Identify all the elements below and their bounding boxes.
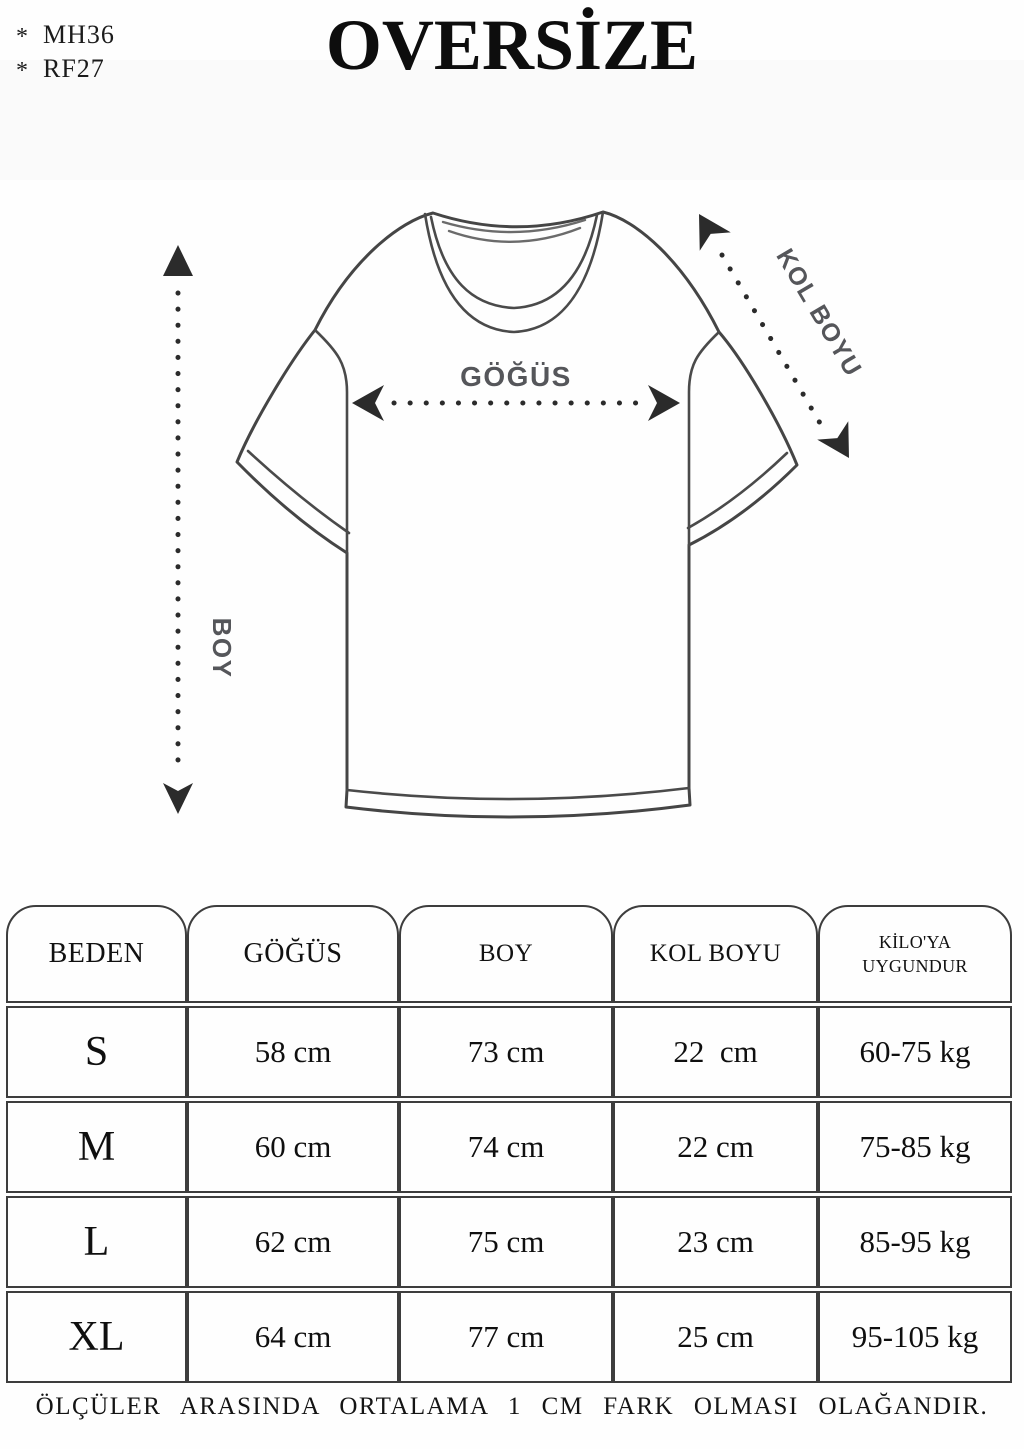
column-header-beden: BEDEN (6, 905, 187, 1003)
chest-value-cell: 60 cm (187, 1101, 399, 1193)
length-value-cell: 77 cm (399, 1291, 613, 1383)
column-header-gogus: GÖĞÜS (187, 905, 399, 1003)
tshirt-measurement-diagram: GÖĞÜS BOY KOL BOYU (163, 210, 867, 819)
arrow-down-right-icon (817, 421, 849, 458)
page-title: OVERSİZE (325, 5, 699, 85)
length-value-cell: 75 cm (399, 1196, 613, 1288)
sleeve-value-cell: 23 cm (613, 1196, 818, 1288)
measurement-note: ÖLÇÜLER ARASINDA ORTALAMA 1 CM FARK OLMA… (35, 1393, 989, 1420)
asterisk-bullet: * (16, 24, 29, 50)
length-value-cell: 73 cm (399, 1006, 613, 1098)
sleeve-value-cell: 22 cm (613, 1101, 818, 1193)
sleeve-arrow (699, 214, 849, 458)
size-label-cell: S (6, 1006, 187, 1098)
weight-value-cell: 95-105 kg (818, 1291, 1012, 1383)
collar-ribbing (441, 218, 587, 243)
arrow-left-icon (352, 385, 384, 421)
sleeve-value-cell: 25 cm (613, 1291, 818, 1383)
arrow-right-icon (648, 385, 680, 421)
asterisk-bullet: * (16, 58, 29, 84)
weight-value-cell: 85-95 kg (818, 1196, 1012, 1288)
chest-value-cell: 62 cm (187, 1196, 399, 1288)
arrow-up-left-icon (699, 214, 731, 251)
product-code: RF27 (43, 54, 105, 83)
column-header-boy: BOY (399, 905, 613, 1003)
length-label: BOY (207, 618, 237, 679)
length-arrow (163, 245, 193, 814)
column-header-kol-boyu: KOL BOYU (613, 905, 818, 1003)
weight-value-cell: 60-75 kg (818, 1006, 1012, 1098)
arrow-down-icon (163, 783, 193, 814)
product-code: MH36 (43, 20, 115, 49)
tshirt-seams (246, 210, 789, 801)
column-header-kiloya-uygundur: KİLO'YA UYGUNDUR (818, 905, 1012, 1003)
chest-value-cell: 58 cm (187, 1006, 399, 1098)
size-label-cell: M (6, 1101, 187, 1193)
sleeve-label: KOL BOYU (770, 244, 867, 382)
product-code-line: * MH36 (16, 20, 115, 54)
size-label-cell: XL (6, 1291, 187, 1383)
size-label-cell: L (6, 1196, 187, 1288)
chest-arrow (352, 385, 680, 421)
size-table: BEDEN GÖĞÜS BOY KOL BOYU KİLO'YA UYGUNDU… (6, 905, 1012, 1383)
weight-value-cell: 75-85 kg (818, 1101, 1012, 1193)
chest-value-cell: 64 cm (187, 1291, 399, 1383)
sleeve-value-cell: 22 cm (613, 1006, 818, 1098)
chest-label: GÖĞÜS (460, 361, 572, 392)
tshirt-outline (235, 210, 799, 819)
product-codes: * MH36 * RF27 (16, 20, 115, 88)
product-code-line: * RF27 (16, 54, 115, 88)
length-value-cell: 74 cm (399, 1101, 613, 1193)
arrow-up-icon (163, 245, 193, 276)
